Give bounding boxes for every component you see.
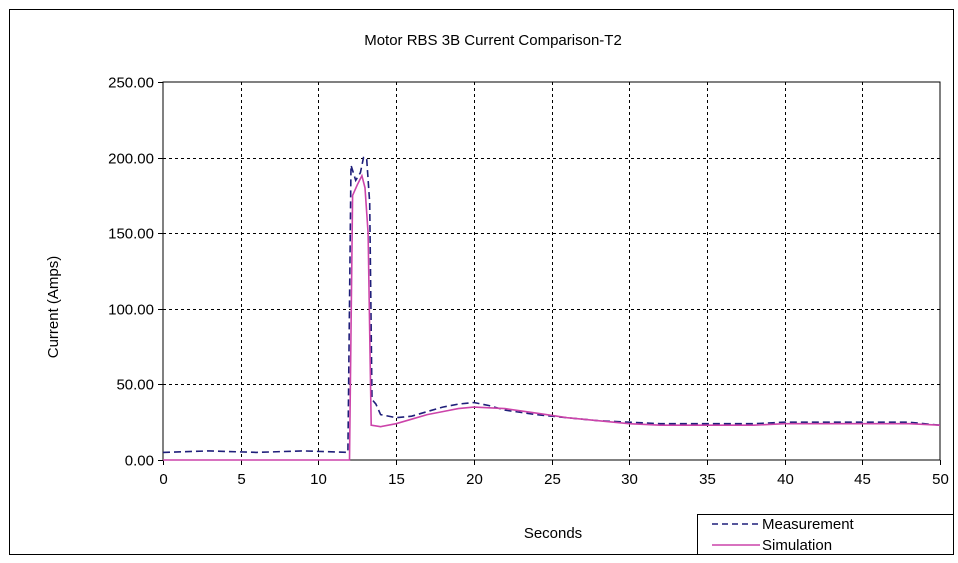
y-tick-label: 0.00 (125, 453, 154, 470)
y-tick-label: 200.00 (108, 151, 154, 168)
legend: Measurement Simulation (697, 514, 954, 555)
y-tick-label: 250.00 (108, 75, 154, 92)
series-line-measurement (162, 156, 941, 454)
y-axis-label: Current (Amps) (45, 256, 62, 359)
legend-label-measurement: Measurement (762, 516, 855, 533)
y-tick-label: 150.00 (108, 226, 154, 243)
legend-label-simulation: Simulation (762, 537, 832, 554)
axis-ticks: 0 5 10 15 20 25 30 35 40 45 50 0.00 50.00 100.00 150.0… (108, 75, 949, 489)
x-tick-label: 5 (237, 471, 245, 488)
x-tick-label: 30 (621, 471, 638, 488)
series-group (162, 156, 941, 461)
x-axis-label: Seconds (524, 525, 582, 542)
x-tick-label: 15 (388, 471, 405, 488)
x-tick-label: 25 (544, 471, 561, 488)
y-tick-label: 50.00 (116, 377, 154, 394)
x-tick-label: 35 (699, 471, 716, 488)
x-tick-label: 0 (159, 471, 167, 488)
x-tick-label: 50 (932, 471, 949, 488)
series-line-simulation (163, 173, 941, 461)
x-tick-label: 45 (854, 471, 871, 488)
grid (163, 82, 940, 460)
x-tick-label: 10 (310, 471, 327, 488)
y-tick-label: 100.00 (108, 302, 154, 319)
x-tick-label: 20 (466, 471, 483, 488)
legend-box (697, 514, 954, 555)
plot-area (162, 81, 941, 461)
chart-title: Motor RBS 3B Current Comparison-T2 (364, 32, 622, 49)
x-tick-label: 40 (777, 471, 794, 488)
